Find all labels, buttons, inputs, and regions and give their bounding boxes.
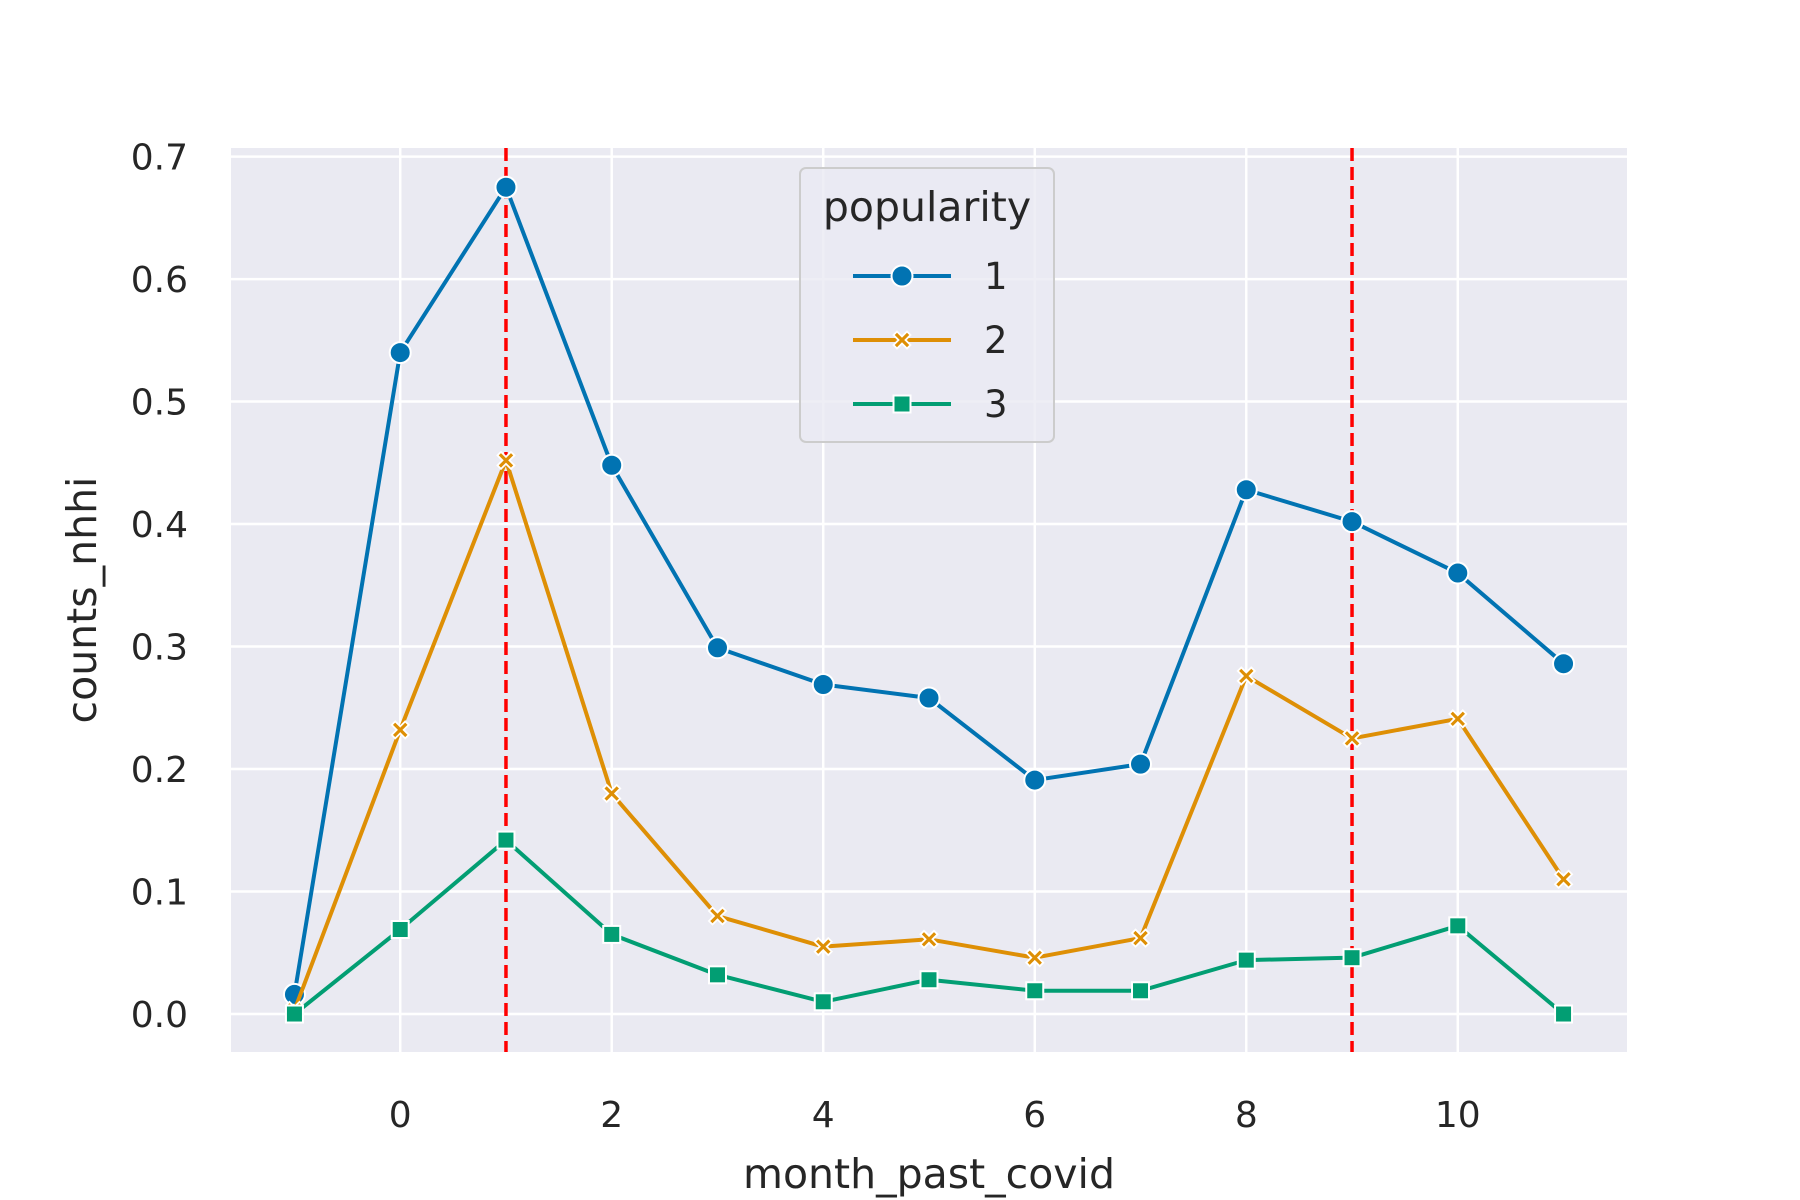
x-tick-label: 4 (812, 1095, 835, 1136)
legend-title: popularity (823, 183, 1031, 231)
data-point (1552, 652, 1576, 676)
legend-item-3: 3 (853, 383, 1008, 426)
y-tick-label: 0.4 (131, 505, 188, 546)
x-tick-label: 8 (1235, 1095, 1258, 1136)
data-point (1025, 981, 1045, 1001)
data-point (600, 453, 624, 477)
y-tick-label: 0.0 (131, 995, 188, 1036)
series (282, 175, 1576, 1024)
data-point (813, 936, 834, 957)
x-axis-label: month_past_covid (743, 1150, 1115, 1198)
series-1 (282, 175, 1576, 1006)
legend-marker (892, 394, 912, 414)
data-point (707, 906, 728, 926)
legend-box (799, 167, 1055, 443)
data-point (1023, 768, 1047, 792)
reference-lines (504, 148, 1354, 1052)
y-tick-label: 0.7 (131, 138, 188, 179)
data-point (601, 783, 622, 804)
data-point (707, 965, 727, 985)
x-tick-label: 2 (600, 1095, 623, 1136)
data-point (813, 992, 833, 1012)
legend-label: 1 (984, 255, 1008, 298)
data-point (1129, 752, 1153, 776)
legend: popularity 1 2 3 (799, 167, 1055, 443)
x-tick-labels: 0 2 4 6 8 10 (389, 1095, 1481, 1136)
data-point (494, 175, 518, 199)
data-point (1131, 981, 1151, 1001)
legend-item-2: 2 (853, 319, 1008, 362)
legend-label: 3 (984, 383, 1008, 426)
data-point (1236, 666, 1257, 686)
data-point (705, 636, 729, 660)
legend-item-1: 1 (853, 255, 1008, 298)
data-point (1446, 561, 1470, 585)
series-3 (284, 830, 1574, 1024)
data-point (1340, 510, 1364, 534)
data-point (1024, 947, 1045, 968)
data-point (1554, 1004, 1574, 1024)
y-tick-label: 0.3 (131, 628, 188, 669)
data-point (1342, 728, 1362, 749)
data-point (811, 673, 835, 697)
y-tick-label: 0.1 (131, 873, 188, 914)
data-point (496, 830, 516, 850)
y-tick-label: 0.6 (131, 260, 188, 301)
legend-marker (892, 330, 912, 350)
data-point (919, 929, 939, 950)
data-point (1236, 950, 1256, 970)
data-point (1448, 709, 1468, 729)
data-point (390, 920, 410, 940)
data-point (1234, 478, 1258, 502)
legend-items: 1 2 3 (853, 255, 1008, 426)
data-point (496, 450, 516, 471)
data-point (1553, 869, 1574, 890)
data-point (284, 1004, 304, 1024)
data-point (1342, 948, 1362, 968)
data-point (602, 924, 622, 944)
data-point (1448, 916, 1468, 936)
data-point (390, 720, 410, 740)
data-point (917, 686, 941, 710)
x-tick-label: 0 (389, 1095, 412, 1136)
y-axis-label: counts_nhhi (58, 477, 106, 724)
legend-label: 2 (984, 319, 1008, 362)
y-tick-label: 0.2 (131, 750, 188, 791)
x-tick-label: 10 (1435, 1095, 1481, 1136)
x-tick-label: 6 (1023, 1095, 1046, 1136)
data-point (388, 341, 412, 365)
data-point (1130, 928, 1151, 948)
y-tick-labels: 0.0 0.1 0.2 0.3 0.4 0.5 0.6 0.7 (131, 138, 188, 1036)
legend-marker (890, 264, 914, 288)
data-point (919, 970, 939, 990)
y-tick-label: 0.5 (131, 383, 188, 424)
